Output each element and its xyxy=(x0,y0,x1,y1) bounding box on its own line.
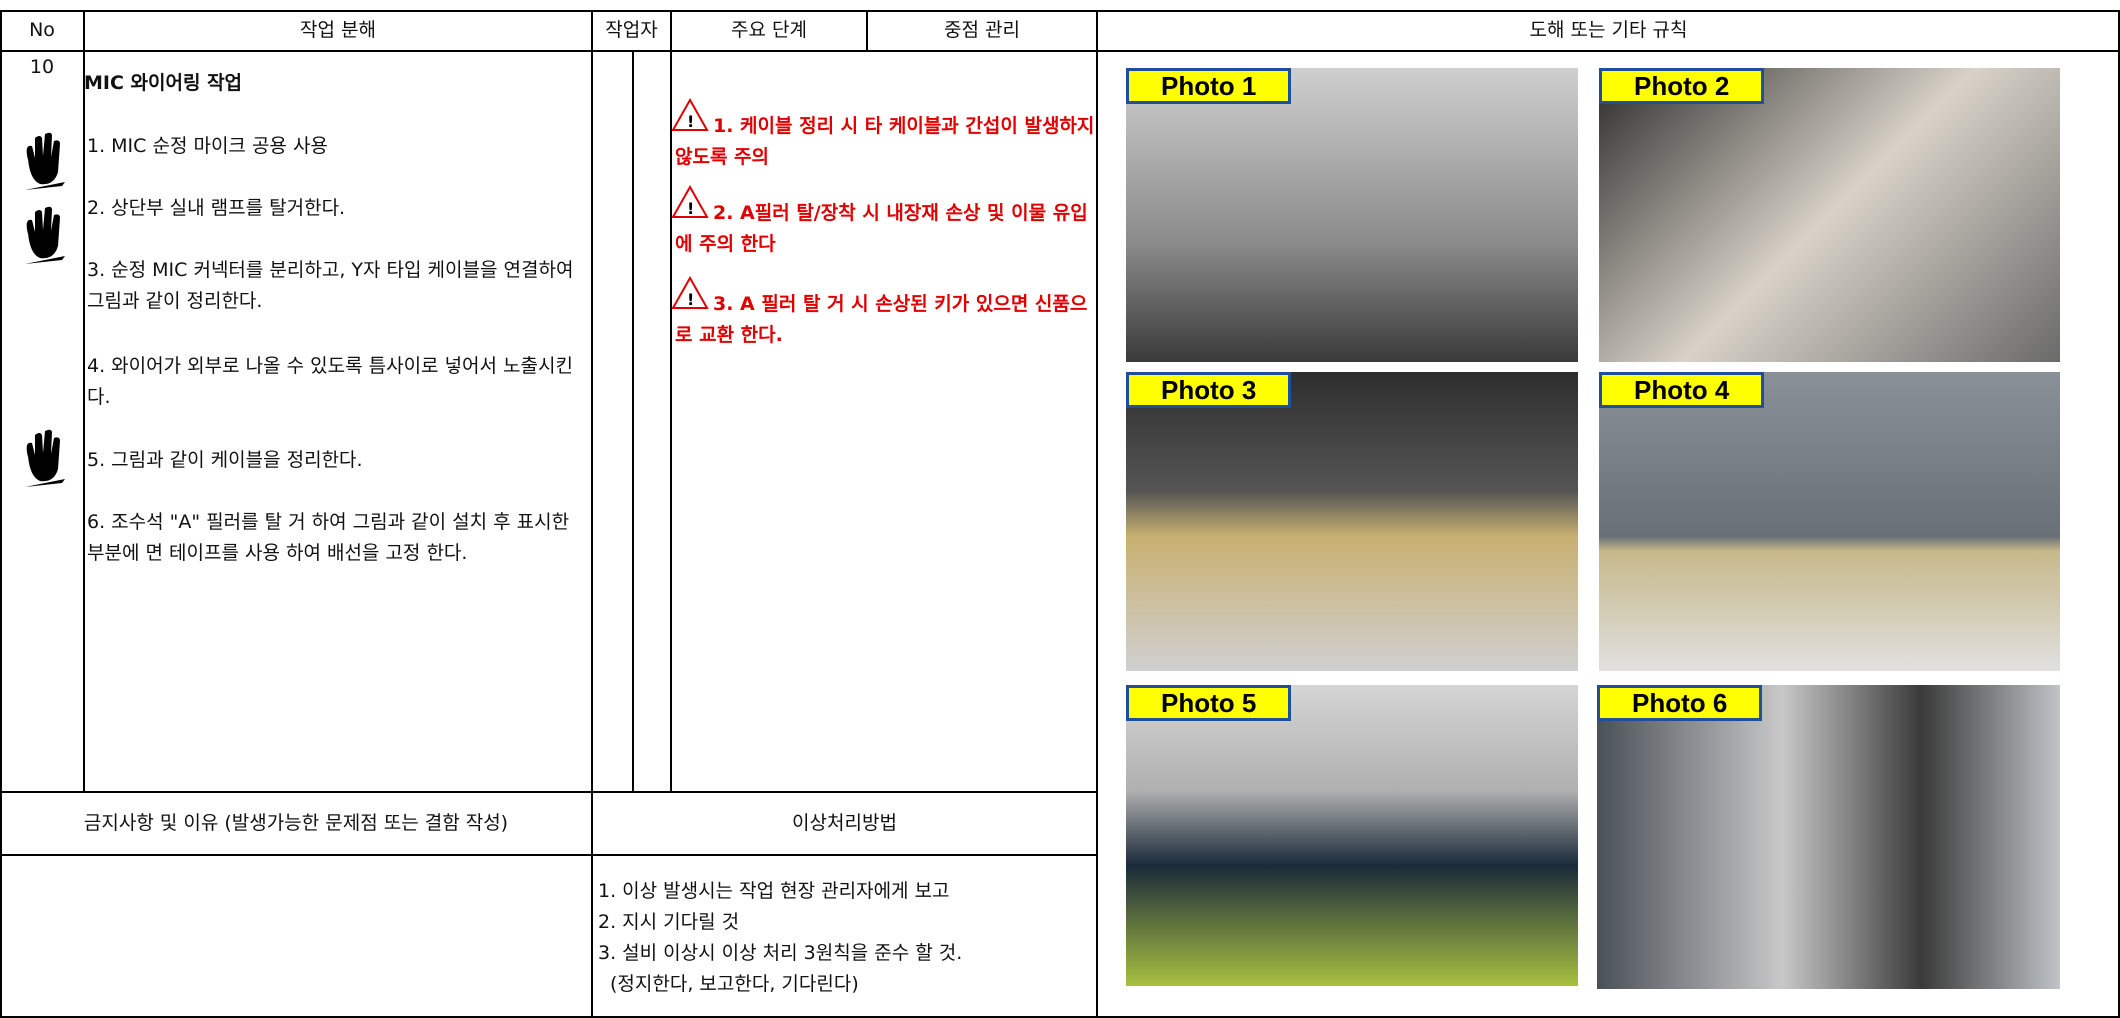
column-header: No xyxy=(29,19,55,41)
step: 3. 순정 MIC 커넥터를 분리하고, Y자 타입 케이블을 연결하여 그림과… xyxy=(87,259,574,312)
svg-text:!: ! xyxy=(687,112,694,131)
step: 5. 그림과 같이 케이블을 정리한다. xyxy=(87,449,363,471)
photo: Photo 4 xyxy=(1599,372,2060,671)
photo-label: Photo 6 xyxy=(1597,685,1763,721)
photo: Photo 5 xyxy=(1126,685,1578,986)
prohibition-header: 금지사항 및 이유 (발생가능한 문제점 또는 결함 작성) xyxy=(83,812,509,834)
column-header: 작업 분해 xyxy=(300,19,376,41)
photo-label: Photo 3 xyxy=(1126,372,1292,408)
warning: 2. A필러 탈/장착 시 내장재 손상 및 이물 유입에 주의 한다 xyxy=(675,202,1088,255)
warning: 3. A 필러 탈 거 시 손상된 키가 있으면 신품으로 교환 한다. xyxy=(675,293,1088,346)
step: 1. MIC 순정 마이크 공용 사용 xyxy=(87,135,328,157)
abnormal-line: 2. 지시 기다릴 것 xyxy=(598,911,740,933)
column-header: 작업자 xyxy=(605,19,658,41)
photo: Photo 6 xyxy=(1597,685,2060,989)
task-no: 10 xyxy=(29,56,55,78)
abnormal-line: 3. 설비 이상시 이상 처리 3원칙을 준수 할 것. xyxy=(598,942,963,964)
photo-label: Photo 1 xyxy=(1126,68,1292,104)
step: 4. 와이어가 외부로 나올 수 있도록 틈사이로 넣어서 노출시킨다. xyxy=(87,355,573,408)
svg-text:!: ! xyxy=(687,290,694,309)
photo-label: Photo 2 xyxy=(1599,68,1765,104)
photo: Photo 2 xyxy=(1599,68,2060,362)
task-title: MIC 와이어링 작업 xyxy=(84,72,243,94)
svg-text:!: ! xyxy=(687,199,694,218)
abnormal-header: 이상처리방법 xyxy=(792,812,897,834)
column-header: 주요 단계 xyxy=(731,19,807,41)
photo: Photo 1 xyxy=(1126,68,1578,362)
step: 6. 조수석 "A" 필러를 탈 거 하여 그림과 같이 설치 후 표시한 부분… xyxy=(87,511,570,564)
abnormal-line: 1. 이상 발생시는 작업 현장 관리자에게 보고 xyxy=(598,880,950,902)
column-header: 도해 또는 기타 규칙 xyxy=(1529,19,1688,41)
step: 2. 상단부 실내 램프를 탈거한다. xyxy=(87,197,346,219)
photo-label: Photo 5 xyxy=(1126,685,1292,721)
warning: 1. 케이블 정리 시 타 케이블과 간섭이 발생하지 않도록 주의 xyxy=(675,115,1095,168)
column-header: 중점 관리 xyxy=(944,19,1020,41)
photo: Photo 3 xyxy=(1126,372,1578,671)
abnormal-line: (정지한다, 보고한다, 기다린다) xyxy=(610,973,859,995)
photo-label: Photo 4 xyxy=(1599,372,1765,408)
